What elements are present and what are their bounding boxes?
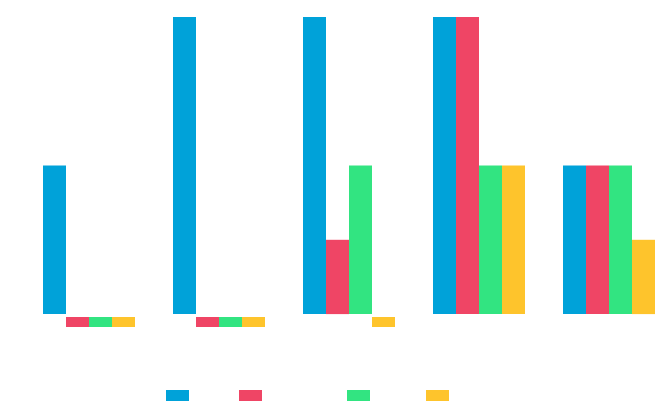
bar-s3-c5[interactable] <box>609 165 632 315</box>
legend-swatch <box>166 390 189 401</box>
bar-group-4 <box>433 17 525 314</box>
bar-s1-c4[interactable] <box>433 17 456 314</box>
bar-s2-c5[interactable] <box>586 165 609 315</box>
bar-group-2 <box>173 17 265 327</box>
bar-group-5 <box>563 165 655 315</box>
bar-s2-c1[interactable] <box>66 317 89 327</box>
bar-s4-c2[interactable] <box>242 317 265 327</box>
bar-group-1 <box>43 165 135 327</box>
bar-s2-c4[interactable] <box>456 17 479 314</box>
legend-item-3[interactable] <box>347 390 370 401</box>
bar-s2-c2[interactable] <box>196 317 219 327</box>
bar-group-3 <box>303 17 395 327</box>
legend-item-4[interactable] <box>426 390 449 401</box>
bar-s4-c4[interactable] <box>502 165 525 315</box>
bar-s1-c2[interactable] <box>173 17 196 314</box>
bar-s4-c1[interactable] <box>112 317 135 327</box>
bar-s1-c5[interactable] <box>563 165 586 315</box>
bar-s4-c5[interactable] <box>632 239 655 315</box>
legend <box>166 390 449 401</box>
legend-item-2[interactable] <box>239 390 262 401</box>
bar-s4-c3[interactable] <box>372 317 395 327</box>
bars-layer <box>43 17 655 327</box>
bar-s1-c1[interactable] <box>43 165 66 315</box>
legend-item-1[interactable] <box>166 390 189 401</box>
legend-swatch <box>347 390 370 401</box>
legend-swatch <box>239 390 262 401</box>
legend-swatch <box>426 390 449 401</box>
bar-s3-c1[interactable] <box>89 317 112 327</box>
bar-s3-c3[interactable] <box>349 165 372 315</box>
bar-s3-c2[interactable] <box>219 317 242 327</box>
bar-s2-c3[interactable] <box>326 239 349 315</box>
bar-s3-c4[interactable] <box>479 165 502 315</box>
bar-s1-c3[interactable] <box>303 17 326 314</box>
